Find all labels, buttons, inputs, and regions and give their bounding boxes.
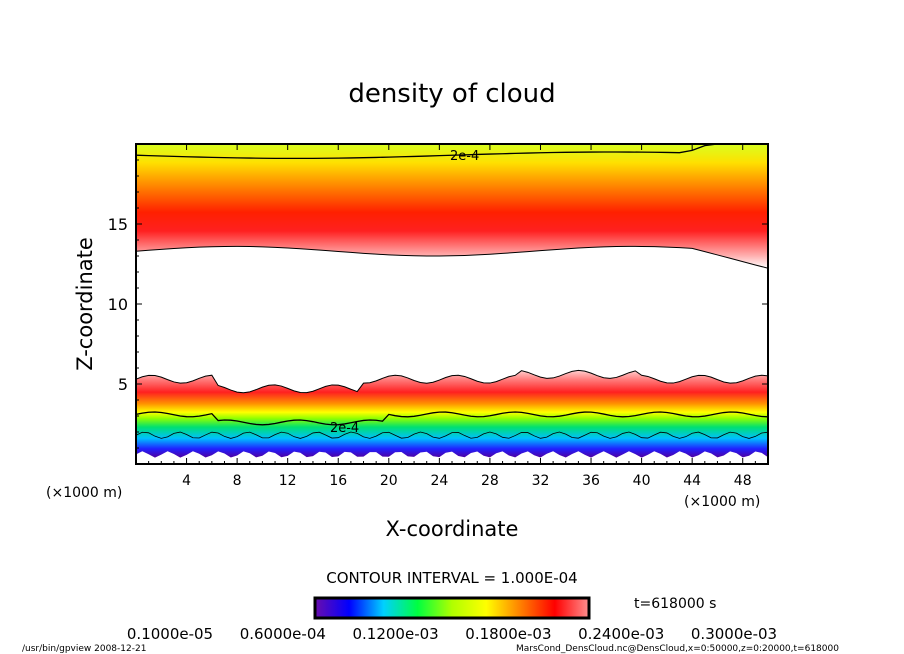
lower-cloud-layer xyxy=(136,370,768,458)
footer-right: MarsCond_DensCloud.nc@DensCloud,x=0:5000… xyxy=(516,644,839,654)
colorbar-tick-label: 0.3000e-03 xyxy=(691,625,777,643)
contour-line-2e-4-lower xyxy=(135,411,769,426)
x-tick-label: 48 xyxy=(734,473,752,489)
y-axis-label: Z-coordinate xyxy=(73,237,97,371)
colorbar-tick-label: 0.1000e-05 xyxy=(127,625,213,643)
x-tick-label: 8 xyxy=(233,473,242,489)
x-tick-label: 36 xyxy=(582,473,600,489)
x-tick-label: 28 xyxy=(481,473,499,489)
contour-line xyxy=(135,431,769,439)
colorbar-tick-label: 0.1200e-03 xyxy=(352,625,438,643)
contour-label: 2e-4 xyxy=(330,421,359,436)
contour-interval: CONTOUR INTERVAL = 1.000E-04 xyxy=(326,569,577,587)
contour-field: 2e-4 2e-4 xyxy=(135,143,769,458)
y-tick-label: 10 xyxy=(108,295,128,314)
contour-line-2e-4-upper xyxy=(135,143,768,160)
y-tick-label: 5 xyxy=(118,375,128,394)
y-tick-label: 15 xyxy=(108,215,128,234)
chart-title: density of cloud xyxy=(348,79,555,109)
contour-line xyxy=(135,245,769,269)
x-tick-label: 32 xyxy=(532,473,550,489)
x-tick-label: 16 xyxy=(329,473,347,489)
x-tick-label: 44 xyxy=(683,473,701,489)
x-tick-label: 4 xyxy=(182,473,191,489)
x-unit-right: (×1000 m) xyxy=(684,494,760,510)
x-tick-label: 40 xyxy=(633,473,651,489)
x-unit-left: (×1000 m) xyxy=(46,485,122,501)
colorbar xyxy=(313,596,591,620)
upper-cloud-layer xyxy=(136,144,768,269)
time-label: t=618000 s xyxy=(634,596,716,612)
x-axis-label: X-coordinate xyxy=(386,517,519,541)
contour-line xyxy=(135,369,769,394)
colorbar-tick-label: 0.1800e-03 xyxy=(465,625,551,643)
colorbar-tick-label: 0.6000e-04 xyxy=(240,625,326,643)
colorbar-labels: 0.1000e-05 0.6000e-04 0.1200e-03 0.1800e-03… xyxy=(127,625,777,643)
x-tick-label: 12 xyxy=(279,473,297,489)
colorbar-tick-label: 0.2400e-03 xyxy=(578,625,664,643)
contour-label: 2e-4 xyxy=(450,149,479,164)
footer-left: /usr/bin/gpview 2008-12-21 xyxy=(22,644,146,654)
x-tick-label: 24 xyxy=(430,473,448,489)
x-tick-label: 20 xyxy=(380,473,398,489)
